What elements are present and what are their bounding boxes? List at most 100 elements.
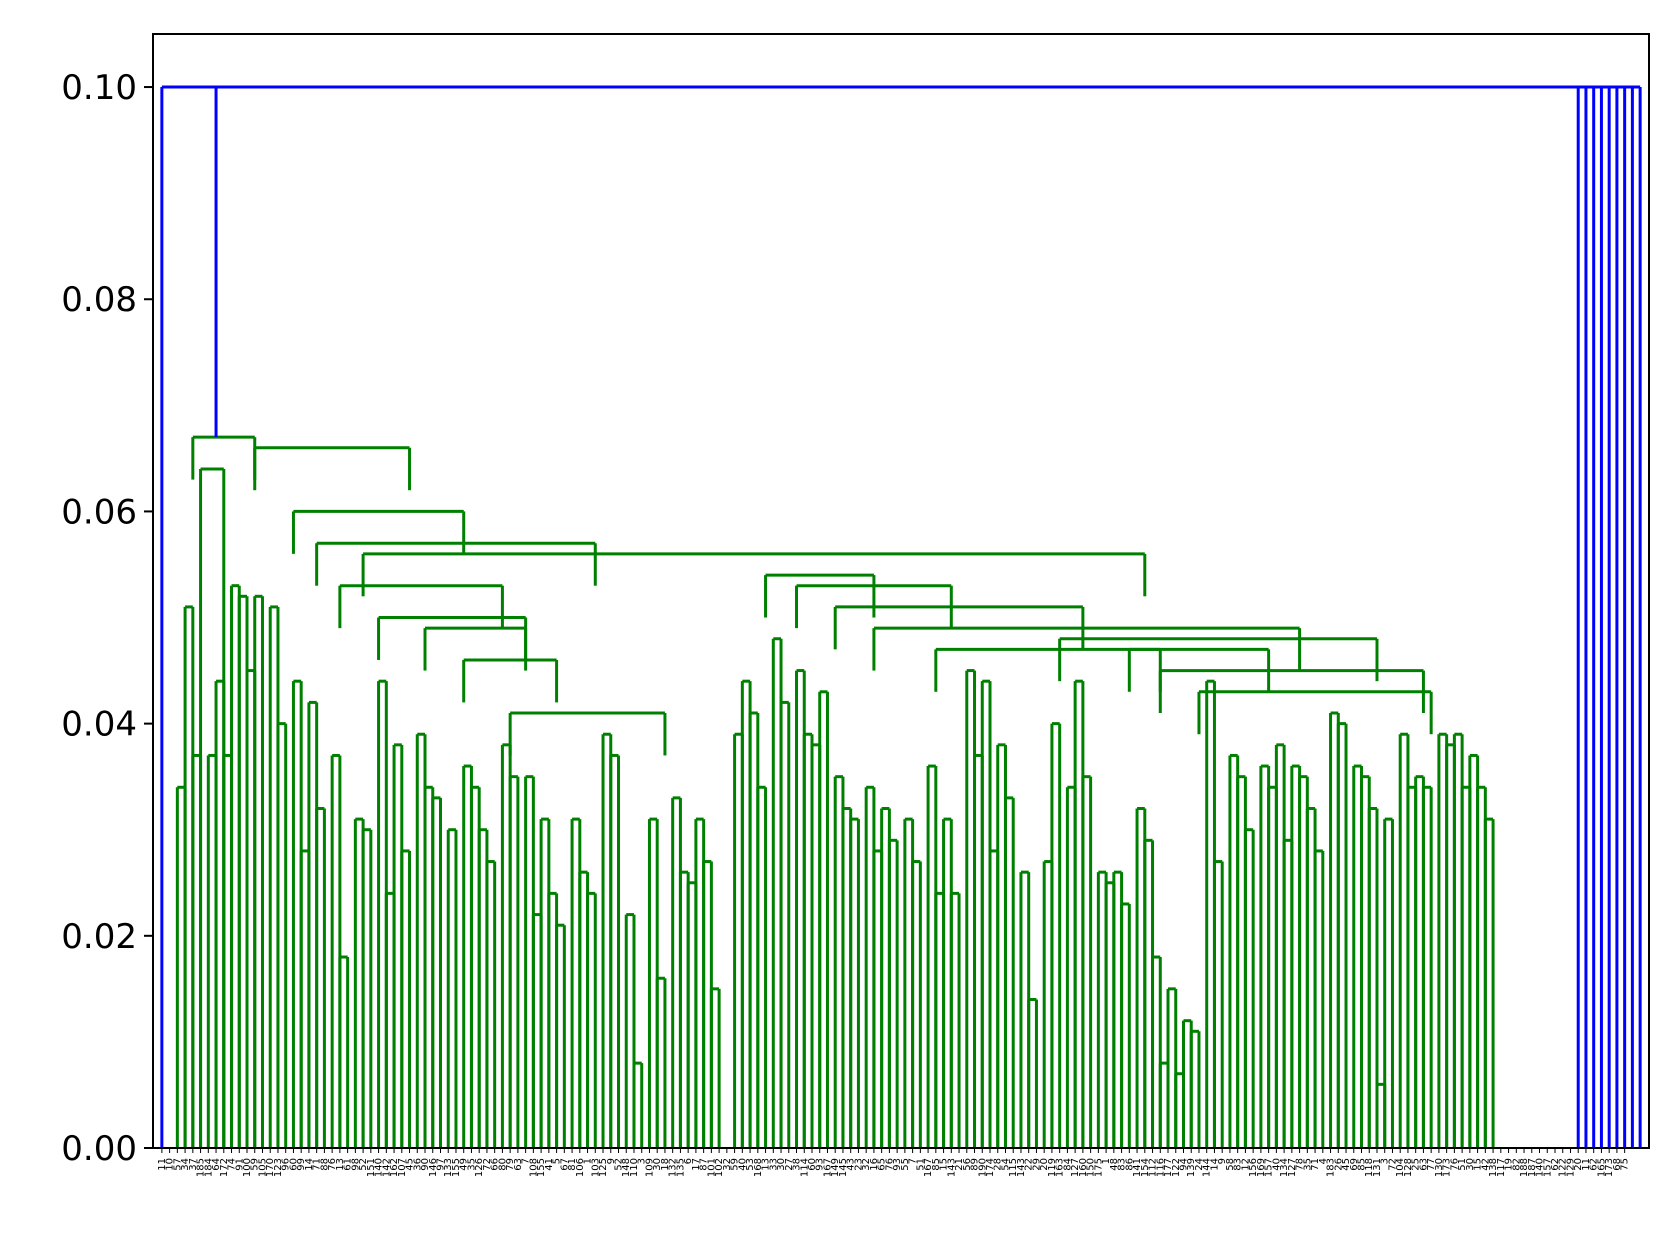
leaf-label: 53	[745, 1158, 756, 1171]
leaf-label: 6	[683, 1158, 694, 1164]
leaf-label: 40	[737, 1158, 748, 1171]
leaf-label: 143	[1016, 1158, 1027, 1177]
leaf-label: 138	[1488, 1158, 1499, 1177]
leaf-label: 132	[668, 1158, 679, 1177]
leaf-label: 188	[1519, 1158, 1530, 1177]
leaf-label: 99	[296, 1158, 307, 1171]
leaf-label: 127	[1070, 1158, 1081, 1177]
leaf-label: 142	[381, 1158, 392, 1177]
leaf-label: 167	[923, 1158, 934, 1177]
leaf-label: 150	[1086, 1158, 1097, 1177]
leaf-label: 63	[513, 1158, 524, 1171]
leaf-label: 90	[420, 1158, 431, 1171]
leaf-label: 130	[1434, 1158, 1445, 1177]
leaf-label: 72	[1387, 1158, 1398, 1171]
leaf-label: 11	[157, 1158, 168, 1171]
leaf-label: 160	[1078, 1158, 1089, 1177]
leaf-label: 140	[1535, 1158, 1546, 1177]
leaf-label: 172	[219, 1158, 230, 1177]
leaf-label: 63	[1418, 1158, 1429, 1171]
leaf-label: 78	[1295, 1158, 1306, 1171]
leaf-label: 116	[1155, 1158, 1166, 1177]
leaf-label: 115	[1008, 1158, 1019, 1177]
leaf-label: 7	[908, 1158, 919, 1164]
leaf-label: 168	[753, 1158, 764, 1177]
leaf-label: 126	[474, 1158, 485, 1177]
leaf-label: 173	[1442, 1158, 1453, 1177]
leaf-label: 35	[466, 1158, 477, 1171]
y-tick-label: 0.00	[61, 1129, 137, 1169]
leaf-label: 174	[985, 1158, 996, 1177]
leaf-label: 84	[1062, 1158, 1073, 1171]
leaf-label: 40	[1271, 1158, 1282, 1171]
leaf-label: 56	[962, 1158, 973, 1171]
leaf-label: 60	[288, 1158, 299, 1171]
leaf-label: 41	[544, 1158, 555, 1171]
leaf-label: 51	[1457, 1158, 1468, 1171]
leaf-label: 15	[1473, 1158, 1484, 1171]
leaf-label: 32	[722, 1158, 733, 1171]
leaf-label: 96	[281, 1158, 292, 1171]
leaf-label: 87	[699, 1158, 710, 1171]
leaf-label: 15	[939, 1158, 950, 1171]
leaf-label: 127	[1287, 1158, 1298, 1177]
leaf-label: 79	[505, 1158, 516, 1171]
leaf-label: 190	[977, 1158, 988, 1177]
leaf-label: 173	[1604, 1158, 1615, 1177]
leaf-label: 156	[1248, 1158, 1259, 1177]
leaf-label: 81	[567, 1158, 578, 1171]
y-tick-label: 0.10	[61, 68, 137, 108]
leaf-label: 169	[1256, 1158, 1267, 1177]
leaf-label: 9	[1217, 1158, 1228, 1164]
leaf-label: 59	[730, 1158, 741, 1171]
leaf-label: 88	[319, 1158, 330, 1171]
leaf-label: 10	[165, 1158, 176, 1171]
leaf-label: 30	[652, 1158, 663, 1171]
leaf-label: 155	[536, 1158, 547, 1177]
leaf-label: 30	[1465, 1158, 1476, 1171]
leaf-label: 5	[552, 1158, 563, 1164]
leaf-label: 43	[846, 1158, 857, 1171]
leaf-label: 103	[590, 1158, 601, 1177]
leaf-label: 38	[792, 1158, 803, 1171]
plot-frame	[152, 33, 1650, 1149]
leaf-label: 29	[1031, 1158, 1042, 1171]
leaf-label: 106	[575, 1158, 586, 1177]
leaf-label: 18	[660, 1158, 671, 1171]
leaf-label: 3	[1380, 1158, 1391, 1164]
leaf-label: 157	[1264, 1158, 1275, 1177]
leaf-label: 28	[993, 1158, 1004, 1171]
y-axis: 0.00 0.02 0.04 0.06 0.08 0.10	[61, 68, 153, 1169]
leaf-label: 83	[1233, 1158, 1244, 1171]
leaf-label: 184	[203, 1158, 214, 1177]
leaf-label: 45	[1341, 1158, 1352, 1171]
leaf-label: 144	[1202, 1158, 1213, 1177]
leaf-label: 35	[1302, 1158, 1313, 1171]
leaf-label: 12	[1240, 1158, 1251, 1171]
leaf-label: 165	[1596, 1158, 1607, 1177]
leaf-label: 140	[374, 1158, 385, 1177]
leaf-label: 110	[629, 1158, 640, 1177]
leaf-label: 58	[1225, 1158, 1236, 1171]
leaf-label: 34	[180, 1158, 191, 1171]
leaf-label: 11	[1581, 1158, 1592, 1171]
leaf-label: 151	[366, 1158, 377, 1177]
leaf-label: 93	[815, 1158, 826, 1171]
leaf-label: 101	[706, 1158, 717, 1177]
leaf-label: 145	[838, 1158, 849, 1177]
leaf-label: 49	[459, 1158, 470, 1171]
leaf-label: 122	[1558, 1158, 1569, 1177]
leaf-label: 66	[490, 1158, 501, 1171]
leaf-label: 148	[621, 1158, 632, 1177]
leaf-label: 119	[1047, 1158, 1058, 1177]
leaf-label: 7	[521, 1158, 532, 1164]
leaf-label: 76	[327, 1158, 338, 1171]
leaf-label: 68	[1612, 1158, 1623, 1171]
leaf-label: 1	[1101, 1158, 1112, 1164]
leaf-label: 74	[227, 1158, 238, 1171]
leaf-label: 77	[1426, 1158, 1437, 1171]
leaf-label: 9	[606, 1158, 617, 1164]
leaf-label: 14	[1209, 1158, 1220, 1171]
leaf-label: 187	[1527, 1158, 1538, 1177]
leaf-label: 108	[528, 1158, 539, 1177]
